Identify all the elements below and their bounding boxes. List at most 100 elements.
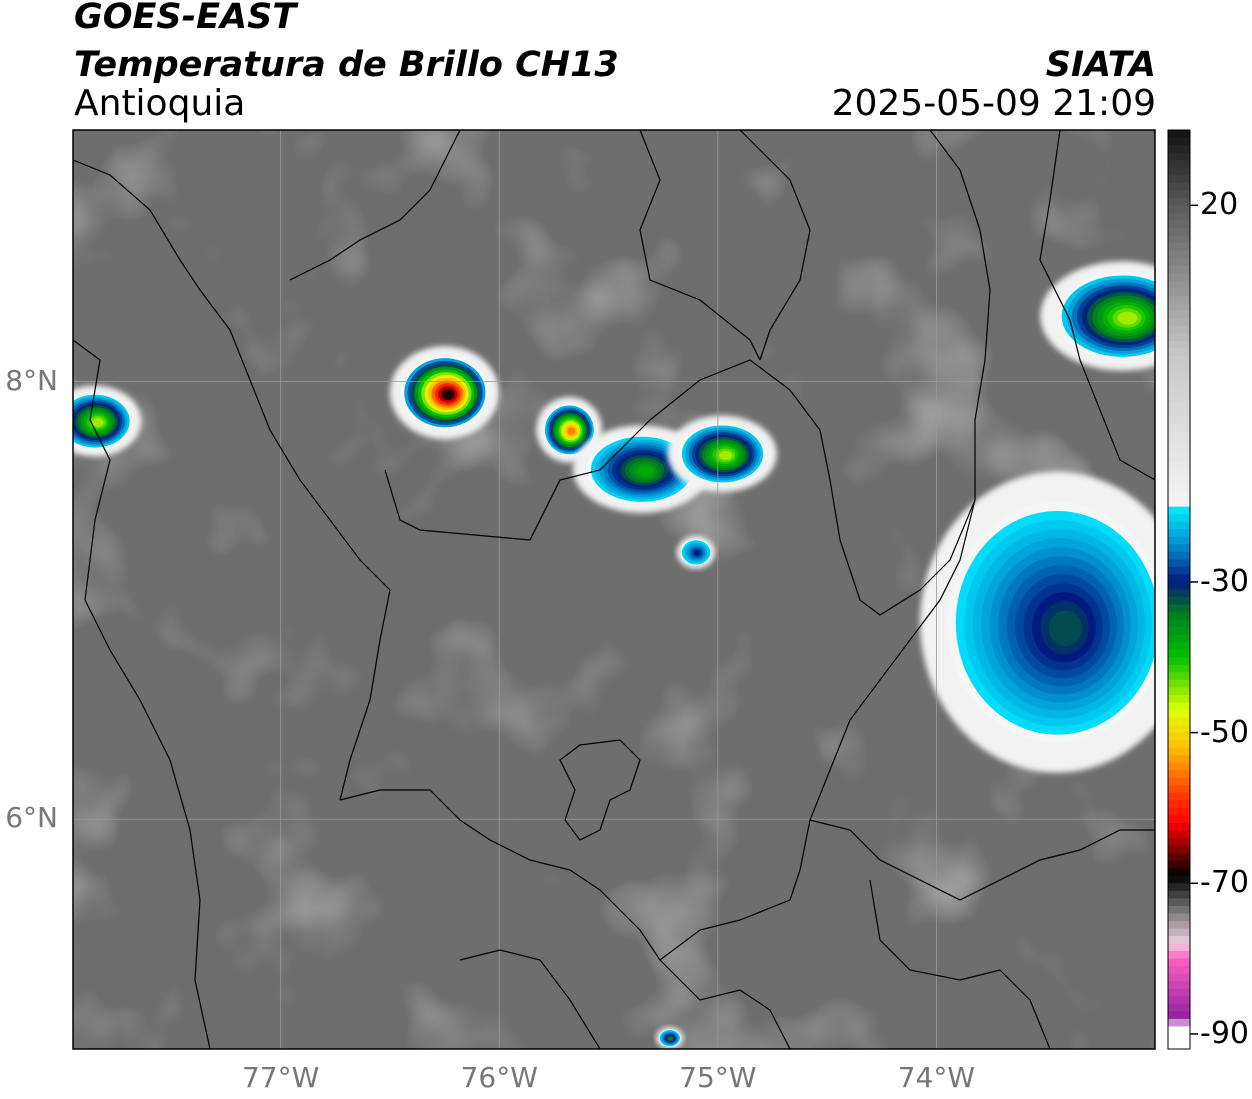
colorbar-segment <box>1168 988 1190 997</box>
cell-contour <box>441 388 455 401</box>
colorbar-segment <box>1168 627 1190 636</box>
colorbar-segment <box>1168 416 1190 425</box>
colorbar-segment <box>1168 167 1190 176</box>
colorbar-tick-label: -70 <box>1200 865 1249 901</box>
colorbar-segment <box>1168 800 1190 809</box>
colorbar-segment <box>1168 551 1190 560</box>
colorbar-segment <box>1168 145 1190 154</box>
colorbar-segment <box>1168 740 1190 749</box>
border-bolivar-east <box>929 130 991 500</box>
colorbar-segment <box>1168 747 1190 756</box>
colorbar-segment <box>1168 996 1190 1005</box>
colorbar-segment <box>1168 853 1190 862</box>
cloud-cell <box>73 385 142 457</box>
colorbar-segment <box>1168 913 1190 922</box>
colorbar-segment <box>1168 491 1190 500</box>
colorbar-segment <box>1168 710 1190 719</box>
colorbar-segment <box>1168 672 1190 681</box>
colorbar-segment <box>1168 717 1190 726</box>
colorbar-segment <box>1168 258 1190 267</box>
colorbar-segment <box>1168 235 1190 244</box>
colorbar-segment <box>1168 521 1190 530</box>
colorbar-frame <box>1167 129 1191 1050</box>
colorbar-segment <box>1168 273 1190 282</box>
colorbar-segment <box>1168 310 1190 319</box>
colorbar-segment <box>1168 589 1190 598</box>
latitude-tick-label: 6°N <box>5 801 58 835</box>
cell-contour <box>719 450 733 460</box>
cell-contour <box>92 418 104 427</box>
cell-contour <box>1048 610 1082 647</box>
colorbar-segment <box>1168 401 1190 410</box>
colorbar-segment <box>1168 815 1190 824</box>
cold-cloud-cells <box>73 261 1155 1049</box>
colorbar-tick-label: -50 <box>1200 714 1249 750</box>
colorbar-segment <box>1168 830 1190 839</box>
colorbar-segment <box>1168 951 1190 960</box>
colorbar-tick-label: -90 <box>1200 1015 1249 1051</box>
colorbar-segment <box>1168 943 1190 952</box>
colorbar-segment <box>1168 657 1190 666</box>
colorbar-segment <box>1168 770 1190 779</box>
border-south-dept <box>459 949 601 1049</box>
colorbar-segment <box>1168 838 1190 847</box>
cell-contour <box>567 427 576 436</box>
colorbar-segment <box>1168 446 1190 455</box>
colorbar-segment <box>1168 905 1190 914</box>
colorbar-segment <box>1168 227 1190 236</box>
cell-contour <box>694 550 700 555</box>
colorbar-segment <box>1168 355 1190 365</box>
colorbar-segment <box>1168 642 1190 651</box>
colorbar-segment <box>1168 1018 1190 1027</box>
colorbar-segment <box>1168 182 1190 191</box>
border-caldas <box>659 959 791 1049</box>
colorbar-segment <box>1168 634 1190 643</box>
political-borders <box>73 130 1155 1049</box>
border-cordoba <box>639 130 761 361</box>
colorbar <box>1168 130 1198 1050</box>
colorbar-segment <box>1168 574 1190 583</box>
colorbar-segment <box>1168 732 1190 741</box>
colorbar-segment <box>1168 679 1190 688</box>
colorbar-segment <box>1168 604 1190 613</box>
colorbar-segment <box>1168 928 1190 937</box>
cloud-cell <box>920 471 1155 773</box>
colorbar-segment <box>1168 1041 1190 1050</box>
colorbar-segment <box>1168 250 1190 259</box>
colorbar-segment <box>1168 529 1190 538</box>
colorbar-segment <box>1168 499 1190 508</box>
colorbar-segment <box>1168 190 1190 199</box>
colorbar-segment <box>1168 898 1190 907</box>
colorbar-segment <box>1168 371 1190 380</box>
colorbar-segment <box>1168 175 1190 184</box>
colorbar-segment <box>1168 694 1190 703</box>
colorbar-segment <box>1168 1033 1190 1042</box>
cell-contour <box>637 465 654 477</box>
datetime-label: 2025-05-09 21:09 <box>831 83 1156 124</box>
cell-contour <box>1117 311 1138 325</box>
colorbar-segment <box>1168 514 1190 523</box>
colorbar-segment <box>1168 408 1190 417</box>
colorbar-segment <box>1168 920 1190 929</box>
colorbar-segment <box>1168 160 1190 169</box>
colorbar-segment <box>1168 612 1190 621</box>
colorbar-segment <box>1168 265 1190 274</box>
longitude-tick-label: 77°W <box>241 1061 320 1094</box>
colorbar-segment <box>1168 958 1190 967</box>
colorbar-tick-label: -30 <box>1200 563 1249 599</box>
border-sucre-bolivar <box>739 130 811 361</box>
colorbar-segment <box>1168 333 1190 342</box>
border-antioquia-south <box>339 789 791 961</box>
colorbar-segment <box>1168 777 1190 786</box>
latitude-tick-label: 8°N <box>5 363 58 397</box>
colorbar-segment <box>1168 536 1190 545</box>
colorbar-segment <box>1168 544 1190 553</box>
cloud-cell <box>389 346 500 440</box>
colorbar-segment <box>1168 807 1190 816</box>
colorbar-segment <box>1168 981 1190 990</box>
satellite-title: GOES-EAST <box>74 0 297 37</box>
colorbar-segment <box>1168 137 1190 146</box>
cloud-cell <box>667 415 777 493</box>
colorbar-segment <box>1168 687 1190 696</box>
colorbar-segment <box>1168 386 1190 395</box>
